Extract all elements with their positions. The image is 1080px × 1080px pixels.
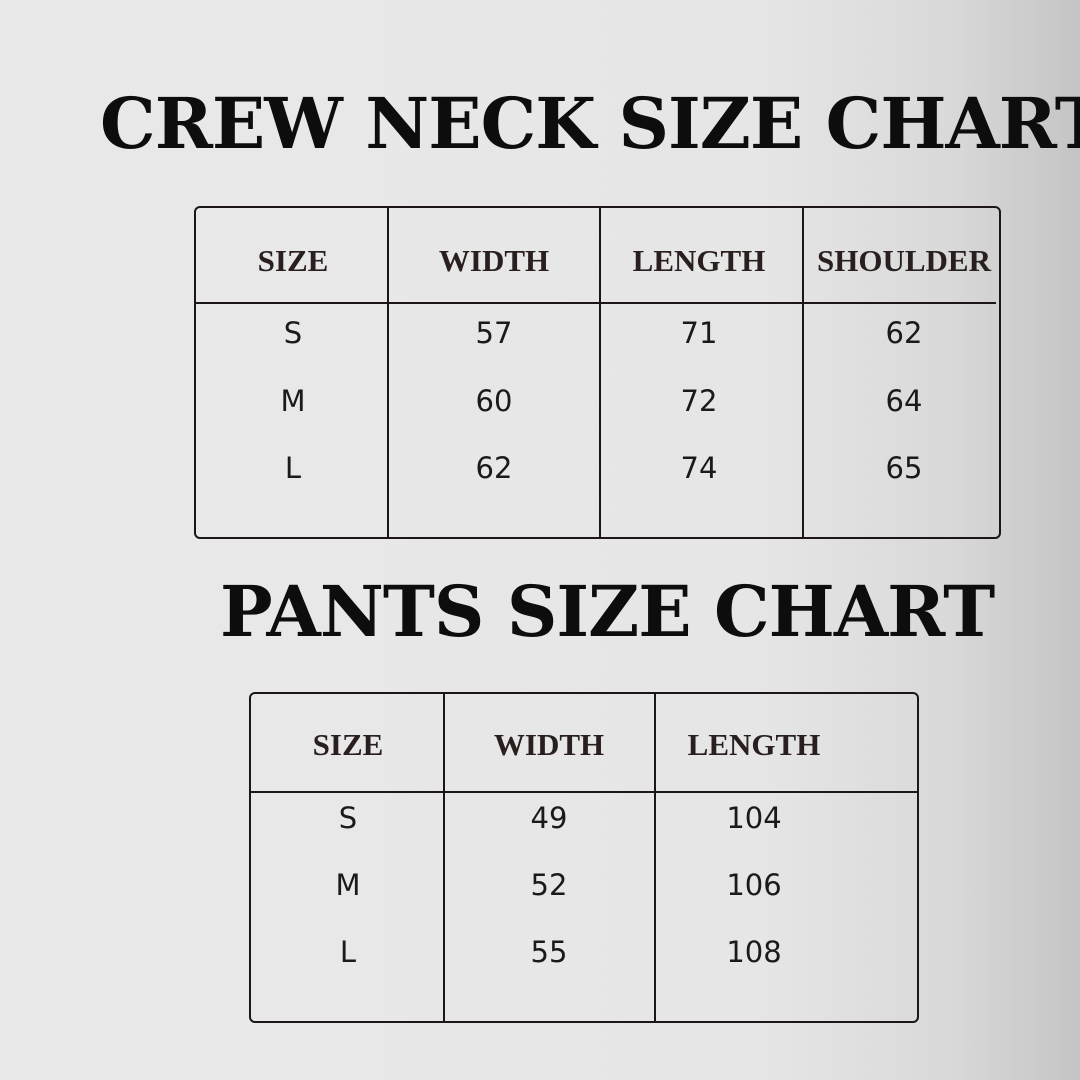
- column-header-length: LENGTH: [687, 727, 821, 762]
- table-cell: 106: [726, 868, 782, 902]
- table-cell: 74: [680, 451, 718, 485]
- table-cell: 71: [680, 316, 718, 350]
- table-cell: 55: [530, 935, 568, 969]
- column-header-size: SIZE: [257, 243, 329, 278]
- table-cell: L: [339, 935, 357, 969]
- column-divider: [654, 692, 656, 1023]
- column-header-length: LENGTH: [632, 243, 766, 278]
- table-cell: 72: [680, 384, 718, 418]
- table-cell: S: [338, 801, 358, 835]
- table-cell: L: [284, 451, 302, 485]
- table-cell: 108: [726, 935, 782, 969]
- table-cell: 60: [475, 384, 513, 418]
- table-cell: M: [280, 384, 306, 418]
- column-header-width: WIDTH: [438, 243, 550, 278]
- crew-neck-table: [194, 206, 1001, 539]
- column-header-shoulder: SHOULDER: [817, 243, 991, 278]
- header-divider: [251, 791, 917, 793]
- column-divider: [802, 206, 804, 539]
- pants-title: PANTS SIZE CHART: [220, 570, 995, 653]
- crew-neck-title: CREW NECK SIZE CHART: [100, 82, 1080, 165]
- table-cell: 104: [726, 801, 782, 835]
- table-cell: 52: [530, 868, 568, 902]
- pants-table: [249, 692, 919, 1023]
- column-divider: [599, 206, 601, 539]
- table-cell: 49: [530, 801, 568, 835]
- table-cell: 62: [475, 451, 513, 485]
- column-header-size: SIZE: [312, 727, 384, 762]
- table-cell: 62: [885, 316, 923, 350]
- table-cell: 64: [885, 384, 923, 418]
- column-divider: [387, 206, 389, 539]
- table-cell: M: [335, 868, 361, 902]
- header-divider: [196, 302, 996, 304]
- column-header-width: WIDTH: [493, 727, 605, 762]
- table-cell: 65: [885, 451, 923, 485]
- column-divider: [443, 692, 445, 1023]
- table-cell: 57: [475, 316, 513, 350]
- table-cell: S: [283, 316, 303, 350]
